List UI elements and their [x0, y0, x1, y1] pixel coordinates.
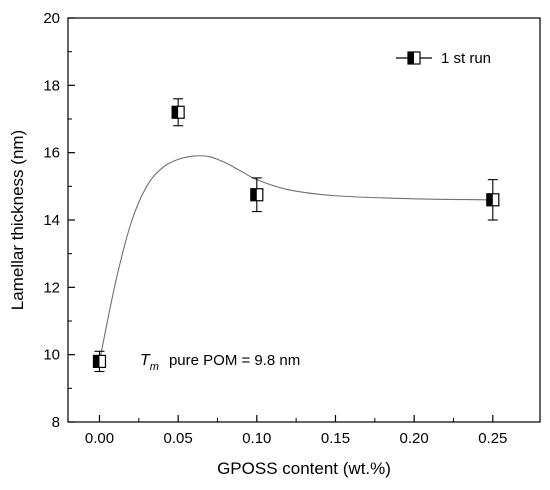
data-point	[250, 177, 264, 213]
y-axis: 8 10 12 14 16 18 20	[43, 10, 75, 431]
annotation-text: pure POM = 9.8 nm	[169, 352, 300, 369]
y-tick-label: 8	[52, 414, 60, 431]
x-tick-label: 0.20	[400, 430, 429, 447]
data-point	[486, 179, 500, 221]
y-axis-title: Lamellar thickness (nm)	[8, 130, 27, 310]
data-point	[92, 350, 107, 373]
x-tick-label: 0.05	[164, 430, 193, 447]
point-marker	[171, 105, 185, 119]
y-tick-label: 14	[43, 212, 60, 229]
x-tick-label: 0.10	[242, 430, 271, 447]
legend: 1 st run	[396, 50, 491, 67]
annotation-subscript: m	[150, 361, 159, 373]
plot-frame	[67, 17, 541, 423]
x-tick-label: 0.15	[321, 430, 350, 447]
x-axis: 0.00 0.05 0.10 0.15 0.20 0.25	[85, 415, 507, 447]
point-marker	[486, 193, 500, 207]
legend-label: 1 st run	[441, 50, 491, 67]
annotation-symbol: T	[140, 352, 151, 369]
fit-curve	[98, 155, 493, 362]
y-tick-label: 10	[43, 347, 60, 364]
y-tick-label: 16	[43, 145, 60, 162]
legend-marker-shape	[407, 51, 421, 65]
y-tick-label: 18	[43, 77, 60, 94]
y-tick-label: 20	[43, 10, 60, 27]
x-tick-label: 0.25	[478, 430, 507, 447]
annotation: Tm pure POM = 9.8 nm	[140, 352, 300, 373]
point-marker	[250, 188, 264, 202]
data-points	[92, 98, 500, 373]
x-axis-title: GPOSS content (wt.%)	[217, 459, 391, 478]
y-tick-label: 12	[43, 279, 60, 296]
data-point	[171, 98, 185, 127]
point-marker	[92, 354, 107, 368]
legend-marker	[407, 51, 421, 65]
x-tick-label: 0.00	[85, 430, 114, 447]
